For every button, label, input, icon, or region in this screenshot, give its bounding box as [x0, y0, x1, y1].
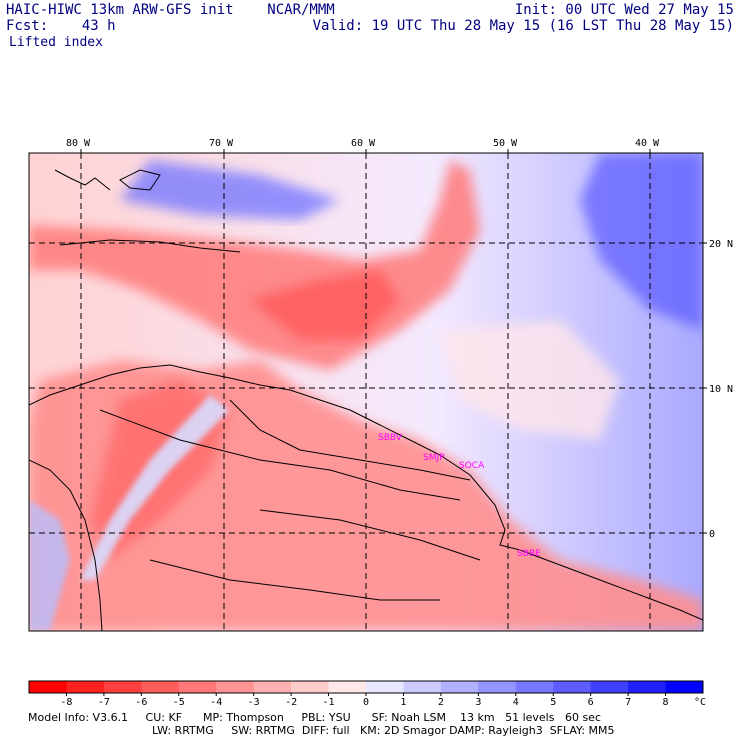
plot-title: HAIC-HIWC 13km ARW-GFS init NCAR/MMM [6, 2, 335, 18]
colorbar-tick-label: 6 [588, 697, 594, 708]
colorbar-tick-label: 8 [663, 697, 669, 708]
colorbar-swatch [366, 681, 404, 693]
unstable-core-atlantic [250, 270, 400, 340]
lon-label: 70 W [209, 138, 234, 149]
colorbar-swatch [628, 681, 667, 693]
stations: SBBV SMJP SOCA SBBE [378, 433, 541, 559]
colorbar-swatch [553, 681, 592, 693]
station-label: SMJP [423, 453, 445, 463]
colorbar-tick-label: -3 [248, 697, 260, 708]
lon-label: 50 W [493, 138, 518, 149]
station-label: SBBV [378, 433, 403, 443]
neutral-region-atlantic [440, 320, 620, 440]
colorbar-swatch [29, 681, 67, 693]
valid-time: Valid: 19 UTC Thu 28 May 15 (16 LST Thu … [312, 18, 734, 34]
longitude-labels: 80 W 70 W 60 W 50 W 40 W [66, 138, 660, 149]
colorbar-tick-label: -4 [210, 697, 222, 708]
model-info-line2: LW: RRTMG SW: RRTMG DIFF: full KM: 2D Sm… [152, 724, 615, 737]
station-label: SOCA [459, 461, 485, 471]
init-time: Init: 00 UTC Wed 27 May 15 [514, 2, 734, 18]
model-info-line1: Model Info: V3.6.1 CU: KF MP: Thompson P… [28, 711, 601, 724]
colorbar-swatch [478, 681, 517, 693]
colorbar-swatch [178, 681, 217, 693]
lon-label: 40 W [635, 138, 660, 149]
colorbar-swatch [665, 681, 704, 693]
colorbar [28, 680, 704, 696]
forecast-hour: Fcst: 43 h [6, 18, 116, 34]
lat-label: 10 N [709, 384, 733, 395]
colorbar-swatch [141, 681, 180, 693]
colorbar-tick-label: -5 [173, 697, 185, 708]
colorbar-swatch [440, 681, 479, 693]
field-name: Lifted index [9, 35, 103, 50]
axis-ticks [80, 149, 707, 534]
colorbar-swatch [515, 681, 554, 693]
stable-region-east [580, 153, 703, 330]
colorbar-tick-label: -7 [98, 697, 110, 708]
latitude-labels: 20 N 10 N 0 [709, 239, 733, 540]
colorbar-tick-label: 2 [438, 697, 444, 708]
colorbar-swatch [291, 681, 330, 693]
colorbar-labels: -8 -7 -6 -5 -4 -3 -2 -1 0 1 2 3 4 5 6 7 8 [60, 697, 668, 708]
colorbar-swatch [253, 681, 292, 693]
colorbar-tick-label: -1 [323, 697, 335, 708]
colorbar-tick-label: -2 [285, 697, 297, 708]
lon-label: 80 W [66, 138, 91, 149]
colorbar-tick-label: 1 [400, 697, 406, 708]
lat-label: 0 [709, 529, 715, 540]
colorbar-swatch [328, 681, 367, 693]
colorbar-swatch [590, 681, 629, 693]
colorbar-unit: °C [694, 697, 706, 708]
colorbar-swatch [66, 681, 105, 693]
stable-region-north [120, 160, 340, 220]
graticule [29, 153, 703, 631]
station-label: SBBE [517, 549, 541, 559]
colorbar-swatch [216, 681, 255, 693]
lifted-index-field: SBBV SMJP SOCA SBBE [29, 153, 703, 631]
colorbar-tick-label: -6 [135, 697, 147, 708]
stable-strip-andes [80, 395, 230, 580]
lon-label: 60 W [351, 138, 376, 149]
coastlines [29, 169, 703, 631]
colorbar-tick-label: 7 [625, 697, 631, 708]
colorbar-tick-label: 3 [475, 697, 481, 708]
colorbar-swatch [403, 681, 442, 693]
colorbar-tick-label: 4 [513, 697, 519, 708]
colorbar-swatch [103, 681, 142, 693]
colorbar-tick-label: 5 [550, 697, 556, 708]
colorbar-tick-label: -8 [60, 697, 72, 708]
colorbar-tick-label: 0 [363, 697, 369, 708]
lat-label: 20 N [709, 239, 733, 250]
